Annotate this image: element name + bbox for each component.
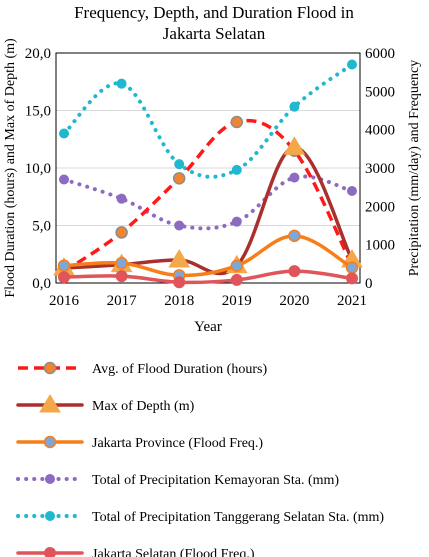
data-point — [283, 136, 306, 155]
legend-swatch-marker — [44, 547, 56, 557]
right-tick-label: 2000 — [365, 199, 395, 215]
legend-label: Max of Depth (m) — [92, 399, 195, 414]
data-point — [347, 59, 357, 70]
data-point — [115, 256, 128, 270]
right-axis-ticks: 0 1000 2000 3000 4000 5000 6000 — [365, 46, 395, 292]
x-tick-label: 2020 — [279, 293, 309, 309]
data-point — [230, 115, 244, 129]
x-tick-label: 2018 — [164, 293, 194, 309]
data-point — [57, 259, 71, 272]
legend-label: Avg. of Flood Duration (hours) — [92, 362, 267, 377]
legend-label: Total of Precipitation Tanggerang Selata… — [92, 510, 384, 525]
data-point — [288, 265, 301, 278]
right-axis-label: Precipitation (mm/day) and Frequency — [407, 60, 422, 277]
series-line — [62, 145, 354, 276]
data-point — [59, 128, 69, 139]
data-point — [289, 101, 300, 112]
series-line — [62, 174, 354, 231]
data-point — [345, 261, 359, 274]
x-tick-label: 2019 — [222, 293, 252, 309]
series-layer — [53, 59, 363, 289]
legend-label: Jakarta Province (Flood Freq.) — [92, 436, 263, 451]
right-tick-label: 5000 — [365, 84, 395, 100]
data-point — [116, 78, 127, 89]
legend-swatch-marker — [43, 435, 57, 449]
data-point — [289, 172, 300, 183]
right-tick-label: 3000 — [365, 161, 395, 177]
data-point — [168, 249, 191, 268]
left-tick-label: 0,0 — [32, 276, 51, 292]
data-point — [59, 174, 69, 185]
x-axis-ticks: 2016 2017 2018 2019 2020 2021 — [49, 293, 367, 309]
data-point — [346, 272, 358, 285]
data-point — [347, 186, 357, 196]
x-tick-label: 2016 — [49, 293, 80, 309]
left-tick-label: 20,0 — [25, 46, 51, 62]
right-tick-label: 1000 — [365, 238, 395, 254]
x-tick-label: 2021 — [337, 293, 367, 309]
right-tick-label: 4000 — [365, 123, 395, 139]
legend-swatch-marker — [45, 511, 55, 521]
data-point — [116, 193, 127, 204]
chart-title-line-1: Frequency, Depth, and Duration Flood in — [74, 3, 354, 22]
legend-swatch-marker — [43, 361, 57, 375]
chart-title-line-2: Jakarta Selatan — [163, 24, 266, 43]
left-axis-label: Flood Duration (hours) and Max of Depth … — [3, 38, 18, 298]
data-point — [231, 164, 242, 175]
left-tick-label: 15,0 — [25, 104, 51, 120]
series-line — [63, 118, 354, 273]
left-tick-label: 5,0 — [32, 219, 51, 235]
x-axis-label: Year — [194, 319, 222, 335]
left-axis-ticks: 0,0 5,0 10,0 15,0 20,0 — [25, 46, 51, 292]
right-tick-label: 0 — [365, 276, 373, 292]
legend-swatch-marker — [39, 394, 61, 413]
data-point — [288, 229, 301, 243]
data-point — [230, 273, 243, 286]
data-point — [115, 226, 128, 239]
legend-label: Jakarta Selatan (Flood Freq.) — [92, 547, 255, 557]
data-point — [115, 270, 128, 283]
data-point — [58, 271, 70, 284]
legend-label: Total of Precipitation Kemayoran Sta. (m… — [92, 473, 339, 488]
data-point — [174, 220, 185, 231]
series-line — [62, 62, 354, 179]
data-point — [230, 259, 244, 272]
data-point — [172, 172, 186, 185]
legend: Avg. of Flood Duration (hours) Max of Dep… — [16, 361, 384, 557]
right-tick-label: 6000 — [365, 46, 395, 62]
data-point — [231, 216, 242, 227]
x-tick-label: 2017 — [107, 293, 138, 309]
left-tick-label: 10,0 — [25, 161, 51, 177]
legend-swatch-marker — [45, 474, 55, 484]
data-point — [174, 159, 185, 170]
data-point — [173, 276, 186, 289]
